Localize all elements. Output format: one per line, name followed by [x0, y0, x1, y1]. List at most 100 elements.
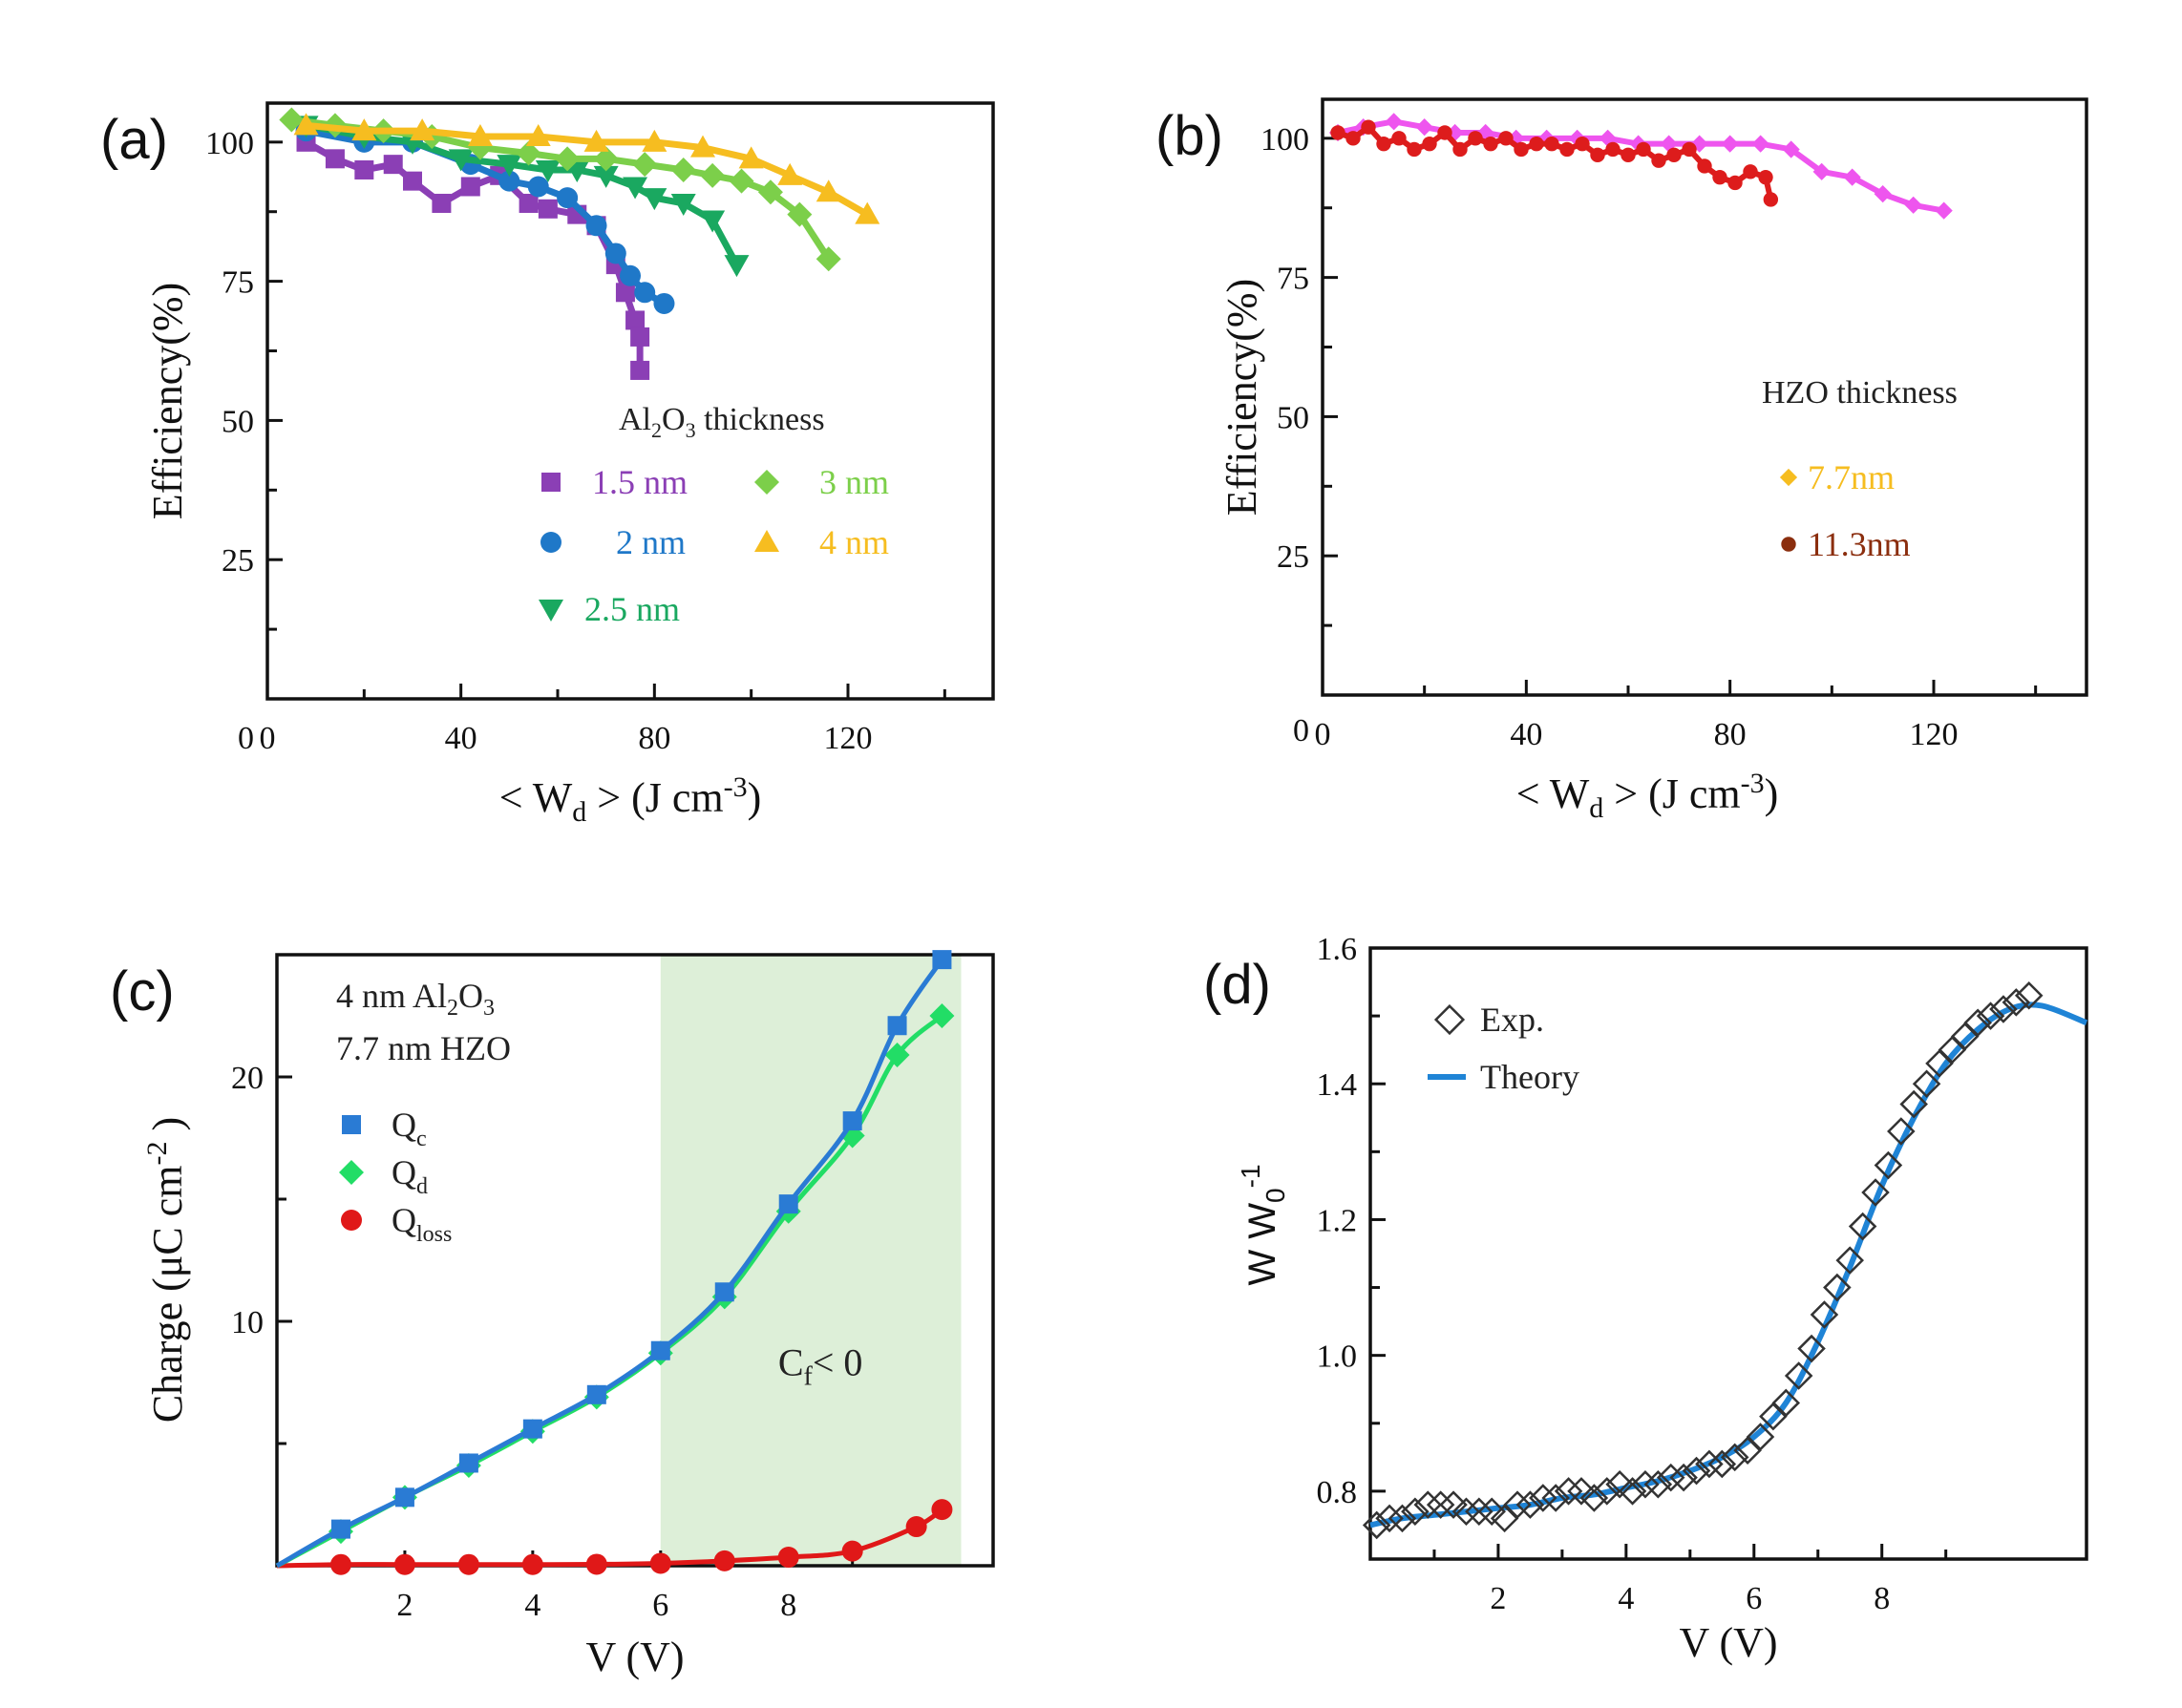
data-point	[1426, 1490, 1455, 1519]
y-tick-label: 50	[222, 404, 254, 439]
panel-label: (a)	[100, 109, 168, 171]
series-magenta	[1328, 113, 1953, 220]
data-point	[279, 107, 305, 133]
data-point	[929, 1003, 955, 1028]
data-point	[1751, 135, 1769, 153]
data-point	[1605, 141, 1621, 158]
panel-label: (d)	[1203, 954, 1271, 1016]
legend-label: Qloss	[392, 1201, 452, 1247]
data-point	[778, 1194, 798, 1214]
shaded-region	[660, 955, 962, 1566]
panel-label: (c)	[110, 960, 175, 1023]
x-tick-label: 80	[1714, 717, 1747, 752]
data-point	[1874, 185, 1892, 203]
legend-label: 4 nm	[819, 523, 889, 561]
data-point	[1810, 1300, 1839, 1329]
x-tick-label: 6	[652, 1588, 668, 1623]
data-point	[1935, 201, 1953, 220]
x-axis-label: < Wd > (J cm-3)	[1516, 768, 1779, 824]
y-tick-label: 25	[1277, 539, 1309, 575]
data-point	[738, 146, 764, 169]
legend-label: Exp.	[1480, 1001, 1544, 1039]
data-point	[1976, 1002, 2005, 1030]
legend-title: HZO thickness	[1762, 375, 1958, 411]
origin-label: 0	[238, 721, 254, 756]
data-point	[1636, 141, 1651, 158]
data-point	[1669, 1463, 1698, 1492]
data-point	[593, 165, 619, 188]
legend-marker	[339, 1160, 364, 1185]
legend-marker	[754, 470, 779, 495]
data-point	[1477, 1497, 1506, 1526]
legend-marker	[1433, 1003, 1466, 1036]
data-point	[522, 1419, 542, 1439]
x-axis-label: V (V)	[585, 1634, 684, 1680]
data-point	[1415, 118, 1433, 137]
legend-label: Theory	[1480, 1058, 1579, 1096]
data-point	[585, 1553, 607, 1575]
x-tick-label: 2	[1490, 1581, 1506, 1616]
data-point	[653, 292, 675, 314]
data-point	[351, 118, 377, 141]
data-point	[1544, 136, 1559, 152]
data-point	[1385, 113, 1403, 131]
y-tick-label: 1.0	[1317, 1339, 1358, 1375]
data-point	[630, 327, 650, 347]
data-point	[330, 1519, 350, 1539]
data-point	[1468, 131, 1483, 146]
data-point	[393, 1553, 415, 1575]
data-point	[2014, 981, 2044, 1010]
x-tick-label: 6	[1746, 1581, 1762, 1616]
x-tick-label: 80	[638, 721, 670, 756]
data-point	[1529, 1484, 1557, 1512]
y-axis-label: Charge (μC cm-2 )	[141, 1117, 191, 1423]
data-point	[1861, 1178, 1890, 1207]
data-point	[1904, 196, 1922, 214]
data-point	[448, 149, 474, 172]
data-point	[1618, 1477, 1647, 1506]
data-point	[1695, 1449, 1724, 1479]
origin-label: 0	[1293, 713, 1309, 749]
data-point	[1593, 1477, 1621, 1506]
data-point	[670, 193, 696, 216]
y-tick-label: 1.2	[1317, 1203, 1358, 1238]
data-point	[1575, 136, 1590, 152]
data-point	[1782, 140, 1800, 158]
data-point	[1763, 192, 1779, 207]
legend-marker	[539, 600, 563, 622]
data-point	[1899, 1089, 1928, 1119]
data-point	[383, 155, 403, 175]
data-point	[884, 1042, 910, 1067]
y-tick-label: 25	[222, 543, 254, 579]
data-point	[457, 1553, 479, 1575]
data-point	[632, 152, 658, 178]
x-tick-label: 8	[1874, 1581, 1890, 1616]
data-point	[1887, 1117, 1916, 1146]
data-point	[585, 215, 607, 237]
x-axis-label: V (V)	[1679, 1619, 1777, 1666]
x-tick-label: 120	[1910, 717, 1959, 752]
data-point	[586, 1384, 606, 1404]
data-point	[1361, 119, 1376, 135]
series-exp	[1362, 981, 2044, 1540]
y-tick-label: 75	[1277, 262, 1309, 297]
data-point	[329, 1553, 351, 1575]
x-tick-label: 40	[445, 721, 477, 756]
data-point	[583, 129, 609, 152]
data-point	[777, 1547, 799, 1569]
data-point	[1483, 136, 1498, 152]
data-point	[535, 159, 561, 182]
legend-label: Qd	[392, 1153, 428, 1199]
data-point	[555, 146, 581, 172]
data-point	[460, 177, 480, 197]
data-point	[1330, 125, 1345, 140]
data-point	[593, 146, 619, 172]
data-point	[1515, 1490, 1545, 1519]
data-point	[1643, 1470, 1673, 1499]
annotation-line-1: 4 nm Al2O3	[336, 977, 495, 1021]
data-point	[557, 187, 579, 209]
data-point	[642, 188, 667, 211]
data-point	[1498, 131, 1514, 146]
theory-curve	[1369, 1002, 2088, 1529]
data-point	[1605, 1470, 1634, 1499]
